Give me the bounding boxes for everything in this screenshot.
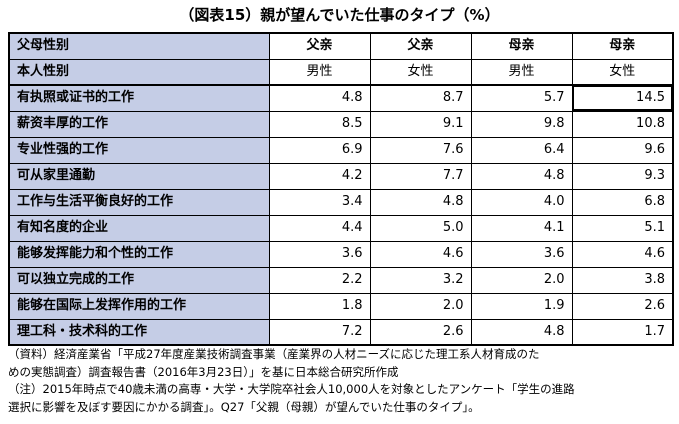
row-label: 理工科・技术科的工作 bbox=[8, 318, 270, 346]
value-cell: 5.0 bbox=[369, 214, 472, 242]
value-cell: 4.2 bbox=[268, 162, 371, 190]
header-parent-1: 父亲 bbox=[268, 32, 371, 60]
value-cell: 8.7 bbox=[369, 84, 472, 112]
note-line: めの実態調査）調査報告書（2016年3月23日）」を基に日本総合研究所作成 bbox=[8, 364, 399, 379]
source-notes: （資料）経済産業省「平成27年度産業技術調査事業（産業界の人材ニーズに応じた理工… bbox=[8, 346, 673, 416]
value-cell: 2.6 bbox=[369, 318, 472, 346]
table-row: 可以独立完成的工作 2.2 3.2 2.0 3.8 bbox=[8, 266, 674, 294]
value-cell: 2.0 bbox=[369, 292, 472, 320]
row-label: 专业性强的工作 bbox=[8, 136, 270, 164]
note-line: （注）2015年時点で40歳未満の高専・大学・大学院卒社会人10,000人を対象… bbox=[8, 382, 575, 396]
value-cell: 9.6 bbox=[571, 136, 674, 164]
value-cell: 14.5 bbox=[571, 84, 674, 112]
value-cell: 6.4 bbox=[470, 136, 573, 164]
value-cell: 3.8 bbox=[571, 266, 674, 294]
note-line: （資料）経済産業省「平成27年度産業技術調査事業（産業界の人材ニーズに応じた理工… bbox=[8, 347, 540, 361]
row-label: 能够发挥能力和个性的工作 bbox=[8, 240, 270, 268]
value-cell: 2.6 bbox=[571, 292, 674, 320]
header-self-3: 男性 bbox=[470, 58, 573, 86]
value-cell: 9.1 bbox=[369, 110, 472, 138]
value-cell: 3.6 bbox=[268, 240, 371, 268]
row-label: 可从家里通勤 bbox=[8, 162, 270, 190]
header-label-self: 本人性别 bbox=[8, 58, 270, 86]
table-row: 能够在国际上发挥作用的工作 1.8 2.0 1.9 2.6 bbox=[8, 292, 674, 320]
row-label: 有知名度的企业 bbox=[8, 214, 270, 242]
value-cell: 10.8 bbox=[571, 110, 674, 138]
row-label: 工作与生活平衡良好的工作 bbox=[8, 188, 270, 216]
table-row: 薪资丰厚的工作 8.5 9.1 9.8 10.8 bbox=[8, 110, 674, 138]
value-cell: 7.2 bbox=[268, 318, 371, 346]
header-row-parent: 父母性别 父亲 父亲 母亲 母亲 bbox=[8, 32, 674, 60]
value-cell: 4.8 bbox=[470, 318, 573, 346]
row-label: 能够在国际上发挥作用的工作 bbox=[8, 292, 270, 320]
row-label: 薪资丰厚的工作 bbox=[8, 110, 270, 138]
value-cell: 4.6 bbox=[571, 240, 674, 268]
value-cell: 5.1 bbox=[571, 214, 674, 242]
table-row: 理工科・技术科的工作 7.2 2.6 4.8 1.7 bbox=[8, 318, 674, 346]
header-parent-2: 父亲 bbox=[369, 32, 472, 60]
value-cell: 5.7 bbox=[470, 84, 573, 112]
table-row: 有知名度的企业 4.4 5.0 4.1 5.1 bbox=[8, 214, 674, 242]
table-row: 可从家里通勤 4.2 7.7 4.8 9.3 bbox=[8, 162, 674, 190]
value-cell: 4.1 bbox=[470, 214, 573, 242]
table-body: 父母性别 父亲 父亲 母亲 母亲 本人性别 男性 女性 男性 女性 有执照或证书… bbox=[8, 32, 674, 346]
value-cell: 1.9 bbox=[470, 292, 573, 320]
value-cell: 2.2 bbox=[268, 266, 371, 294]
value-cell: 4.8 bbox=[268, 84, 371, 112]
value-cell: 1.8 bbox=[268, 292, 371, 320]
value-cell: 2.0 bbox=[470, 266, 573, 294]
value-cell: 7.7 bbox=[369, 162, 472, 190]
row-label: 有执照或证书的工作 bbox=[8, 84, 270, 112]
value-cell: 4.0 bbox=[470, 188, 573, 216]
value-cell: 6.8 bbox=[571, 188, 674, 216]
header-parent-3: 母亲 bbox=[470, 32, 573, 60]
value-cell: 4.8 bbox=[369, 188, 472, 216]
value-cell: 4.8 bbox=[470, 162, 573, 190]
row-label: 可以独立完成的工作 bbox=[8, 266, 270, 294]
value-cell: 7.6 bbox=[369, 136, 472, 164]
value-cell: 6.9 bbox=[268, 136, 371, 164]
table-row: 能够发挥能力和个性的工作 3.6 4.6 3.6 4.6 bbox=[8, 240, 674, 268]
value-cell: 8.5 bbox=[268, 110, 371, 138]
header-self-1: 男性 bbox=[268, 58, 371, 86]
table-row: 有执照或证书的工作 4.8 8.7 5.7 14.5 bbox=[8, 84, 674, 112]
header-self-4: 女性 bbox=[571, 58, 674, 86]
value-cell: 1.7 bbox=[571, 318, 674, 346]
value-cell: 9.8 bbox=[470, 110, 573, 138]
header-label-parent: 父母性别 bbox=[8, 32, 270, 60]
value-cell: 3.6 bbox=[470, 240, 573, 268]
data-table: 父母性别 父亲 父亲 母亲 母亲 本人性别 男性 女性 男性 女性 有执照或证书… bbox=[8, 32, 674, 346]
table-row: 专业性强的工作 6.9 7.6 6.4 9.6 bbox=[8, 136, 674, 164]
header-row-self: 本人性别 男性 女性 男性 女性 bbox=[8, 58, 674, 86]
table-title: （図表15）親が望んでいた仕事のタイプ（%） bbox=[179, 6, 500, 24]
value-cell: 9.3 bbox=[571, 162, 674, 190]
note-line: 選択に影響を及ぼす要因にかかる調査」。Q27「父親（母親）が望んでいた仕事のタイ… bbox=[8, 399, 480, 414]
table-row: 工作与生活平衡良好的工作 3.4 4.8 4.0 6.8 bbox=[8, 188, 674, 216]
value-cell: 3.4 bbox=[268, 188, 371, 216]
value-cell: 3.2 bbox=[369, 266, 472, 294]
value-cell: 4.6 bbox=[369, 240, 472, 268]
value-cell: 4.4 bbox=[268, 214, 371, 242]
header-self-2: 女性 bbox=[369, 58, 472, 86]
header-parent-4: 母亲 bbox=[571, 32, 674, 60]
